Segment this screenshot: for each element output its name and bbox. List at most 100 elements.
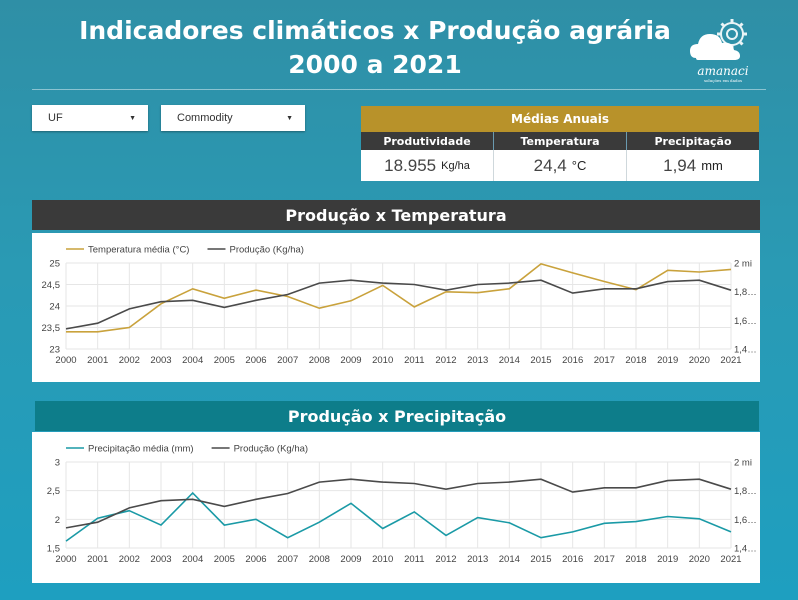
kpi-productivity: 18.955 Kg/ha xyxy=(361,150,494,181)
x-tick-label: 2020 xyxy=(689,554,710,565)
x-tick-label: 2001 xyxy=(87,355,108,366)
commodity-dropdown[interactable]: Commodity ▼ xyxy=(161,105,305,131)
right-tick-label: 2 mi xyxy=(734,458,752,469)
chevron-down-icon: ▼ xyxy=(129,114,136,122)
x-tick-label: 2016 xyxy=(562,554,583,565)
kpi-precipitation-unit: mm xyxy=(701,158,723,173)
uf-dropdown-label: UF xyxy=(48,112,63,124)
x-tick-label: 2000 xyxy=(55,554,76,565)
x-tick-label: 2002 xyxy=(119,554,140,565)
legend-label: Produção (Kg/ha) xyxy=(234,444,308,455)
precipitation-series-line-0 xyxy=(65,491,732,542)
title-line-1: Indicadores climáticos x Produção agrári… xyxy=(79,16,671,45)
x-tick-label: 2003 xyxy=(150,355,171,366)
right-tick-label: 1,6… xyxy=(734,515,757,526)
legend-label: Produção (Kg/ha) xyxy=(229,245,303,256)
x-tick-label: 2008 xyxy=(309,554,330,565)
commodity-dropdown-label: Commodity xyxy=(177,112,233,124)
left-tick-label: 3 xyxy=(55,458,60,469)
x-tick-label: 2005 xyxy=(214,554,235,565)
precipitation-series-line-1 xyxy=(65,478,732,529)
kpi-title: Médias Anuais xyxy=(361,106,759,132)
x-tick-label: 2010 xyxy=(372,554,393,565)
logo-name: amanaci xyxy=(697,64,749,78)
left-tick-label: 24 xyxy=(49,302,60,313)
precipitation-panel: 3 2,5 2 1,5 2 mi 1,8… 1,6… 1,4… 2000 2001 2002 2003… xyxy=(32,432,760,583)
temperature-panel: 25 24,5 24 23,5 23 2 mi 1,8… 1,6… 1,4… 2000 2001 20… xyxy=(32,233,760,382)
left-tick-label: 23 xyxy=(49,345,60,356)
page-title: Indicadores climáticos x Produção agrári… xyxy=(40,14,710,82)
left-tick-label: 25 xyxy=(49,259,60,270)
x-tick-label: 2011 xyxy=(404,355,424,366)
kpi-header-precipitation: Precipitação xyxy=(654,134,732,148)
x-tick-label: 2004 xyxy=(182,554,203,565)
temperature-production-chart: 25 24,5 24 23,5 23 2 mi 1,8… 1,6… 1,4… 2000 2001 20… xyxy=(42,245,757,367)
x-tick-label: 2016 xyxy=(562,355,583,366)
right-tick-label: 2 mi xyxy=(734,259,752,270)
right-tick-label: 1,4… xyxy=(734,345,757,356)
uf-dropdown[interactable]: UF ▼ xyxy=(32,105,148,131)
x-tick-label: 2009 xyxy=(340,554,361,565)
x-tick-label: 2001 xyxy=(87,554,108,565)
kpi-temperature-unit: °C xyxy=(571,158,587,173)
x-tick-label: 2009 xyxy=(340,355,361,366)
kpi-precipitation: 1,94 mm xyxy=(627,150,759,181)
kpi-header-row: Produtividade Temperatura Precipitação xyxy=(361,132,759,150)
kpi-productivity-value: 18.955 xyxy=(384,155,437,175)
temperature-panel-title: Produção x Temperatura xyxy=(32,200,760,230)
x-tick-label: 2017 xyxy=(594,554,615,565)
kpi-precipitation-value: 1,94 xyxy=(663,155,697,175)
logo-tagline: soluções em dados xyxy=(703,78,743,83)
legend-label: Temperatura média (°C) xyxy=(88,245,189,256)
x-tick-label: 2017 xyxy=(594,355,615,366)
x-tick-label: 2005 xyxy=(214,355,235,366)
x-tick-label: 2010 xyxy=(372,355,393,366)
kpi-temperature: 24,4 °C xyxy=(494,150,627,181)
x-tick-label: 2013 xyxy=(467,355,488,366)
x-tick-label: 2007 xyxy=(277,355,298,366)
x-tick-label: 2008 xyxy=(309,355,330,366)
x-tick-label: 2000 xyxy=(55,355,76,366)
header-divider xyxy=(32,89,766,90)
kpi-productivity-unit: Kg/ha xyxy=(441,159,470,172)
title-line-2: 2000 a 2021 xyxy=(288,50,462,79)
x-tick-label: 2019 xyxy=(657,554,678,565)
x-tick-label: 2021 xyxy=(720,355,741,366)
x-tick-label: 2007 xyxy=(277,554,298,565)
logo-text: amanaci soluções em dados xyxy=(688,64,758,92)
temperature-series-line-1 xyxy=(65,279,732,330)
cloud-gear-logo-icon xyxy=(690,19,747,60)
x-tick-label: 2006 xyxy=(245,554,266,565)
x-tick-label: 2004 xyxy=(182,355,203,366)
left-tick-label: 1,5 xyxy=(47,544,60,555)
kpi-header-productivity: Produtividade xyxy=(361,132,494,150)
right-tick-label: 1,6… xyxy=(734,316,757,327)
right-tick-label: 1,4… xyxy=(734,544,757,555)
x-tick-label: 2006 xyxy=(245,355,266,366)
left-tick-label: 2,5 xyxy=(47,486,60,497)
x-tick-label: 2021 xyxy=(720,554,741,565)
annual-averages-card: Médias Anuais Produtividade Temperatura … xyxy=(361,106,759,181)
chevron-down-icon: ▼ xyxy=(286,114,293,122)
x-tick-label: 2015 xyxy=(530,355,551,366)
x-tick-label: 2019 xyxy=(657,355,678,366)
x-tick-label: 2011 xyxy=(404,554,424,565)
right-tick-label: 1,8… xyxy=(734,287,757,298)
x-tick-label: 2012 xyxy=(435,355,456,366)
x-tick-label: 2002 xyxy=(119,355,140,366)
right-tick-label: 1,8… xyxy=(734,486,757,497)
left-tick-label: 23,5 xyxy=(42,323,61,334)
x-tick-label: 2013 xyxy=(467,554,488,565)
precipitation-production-chart: 3 2,5 2 1,5 2 mi 1,8… 1,6… 1,4… 2000 2001 2002 2003… xyxy=(47,444,757,566)
kpi-header-temperature: Temperatura xyxy=(494,132,627,150)
x-tick-label: 2014 xyxy=(499,355,520,366)
temperature-series-line-0 xyxy=(66,263,732,333)
legend-label: Precipitação média (mm) xyxy=(88,444,194,455)
kpi-value-row: 18.955 Kg/ha 24,4 °C 1,94 mm xyxy=(361,150,759,181)
x-tick-label: 2003 xyxy=(150,554,171,565)
x-tick-label: 2018 xyxy=(625,554,646,565)
x-tick-label: 2020 xyxy=(689,355,710,366)
precipitation-panel-title: Produção x Precipitação xyxy=(35,401,759,431)
x-tick-label: 2015 xyxy=(530,554,551,565)
kpi-temperature-value: 24,4 xyxy=(533,155,567,175)
